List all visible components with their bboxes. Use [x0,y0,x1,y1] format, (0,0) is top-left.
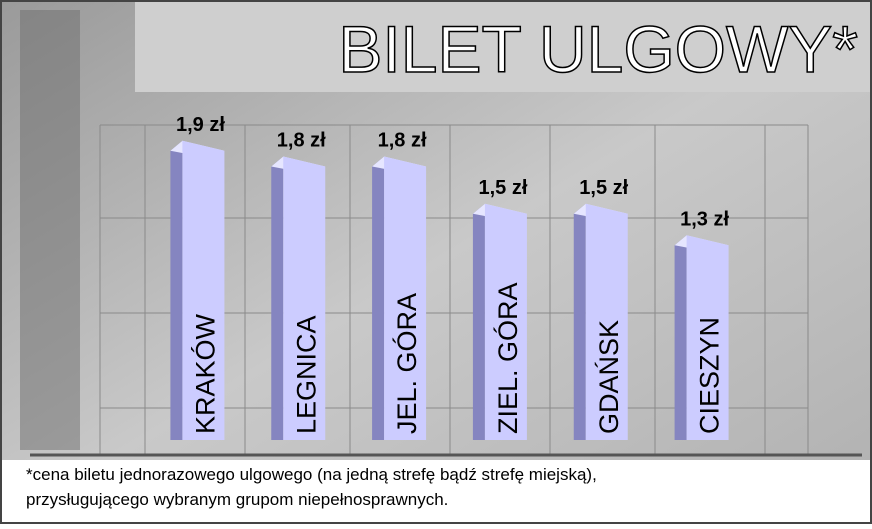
bar-side [170,141,182,440]
page: {"chart_data": { "type": "bar", "title":… [0,0,872,524]
bar-side [271,157,283,441]
bar-side [675,235,687,440]
category-label: KRAKÓW [189,313,220,434]
category-label: JEL. GÓRA [391,293,422,434]
value-label: 1,3 zł [680,208,729,230]
bar-side [473,204,485,440]
bar-side [574,204,586,440]
value-label: 1,8 zł [378,130,427,152]
bar-side [372,157,384,441]
footnote: *cena biletu jednorazowego ulgowego (na … [26,465,597,484]
category-label: GDAŃSK [594,320,624,434]
background-shape [20,10,80,450]
chart-title: BILET ULGOWY* [338,12,858,86]
value-label: 1,5 zł [579,177,628,199]
footnote: przysługującego wybranym grupom niepełno… [26,490,448,509]
value-label: 1,5 zł [478,177,527,199]
value-label: 1,8 zł [277,130,326,152]
category-label: LEGNICA [291,315,321,434]
value-label: 1,9 zł [176,114,225,136]
chart: BILET ULGOWY* 1,9 zł KRAKÓW 1,8 zł LEGNICA 1… [0,0,872,524]
category-label: ZIEL. GÓRA [492,282,523,434]
category-label: CIESZYN [695,317,725,434]
